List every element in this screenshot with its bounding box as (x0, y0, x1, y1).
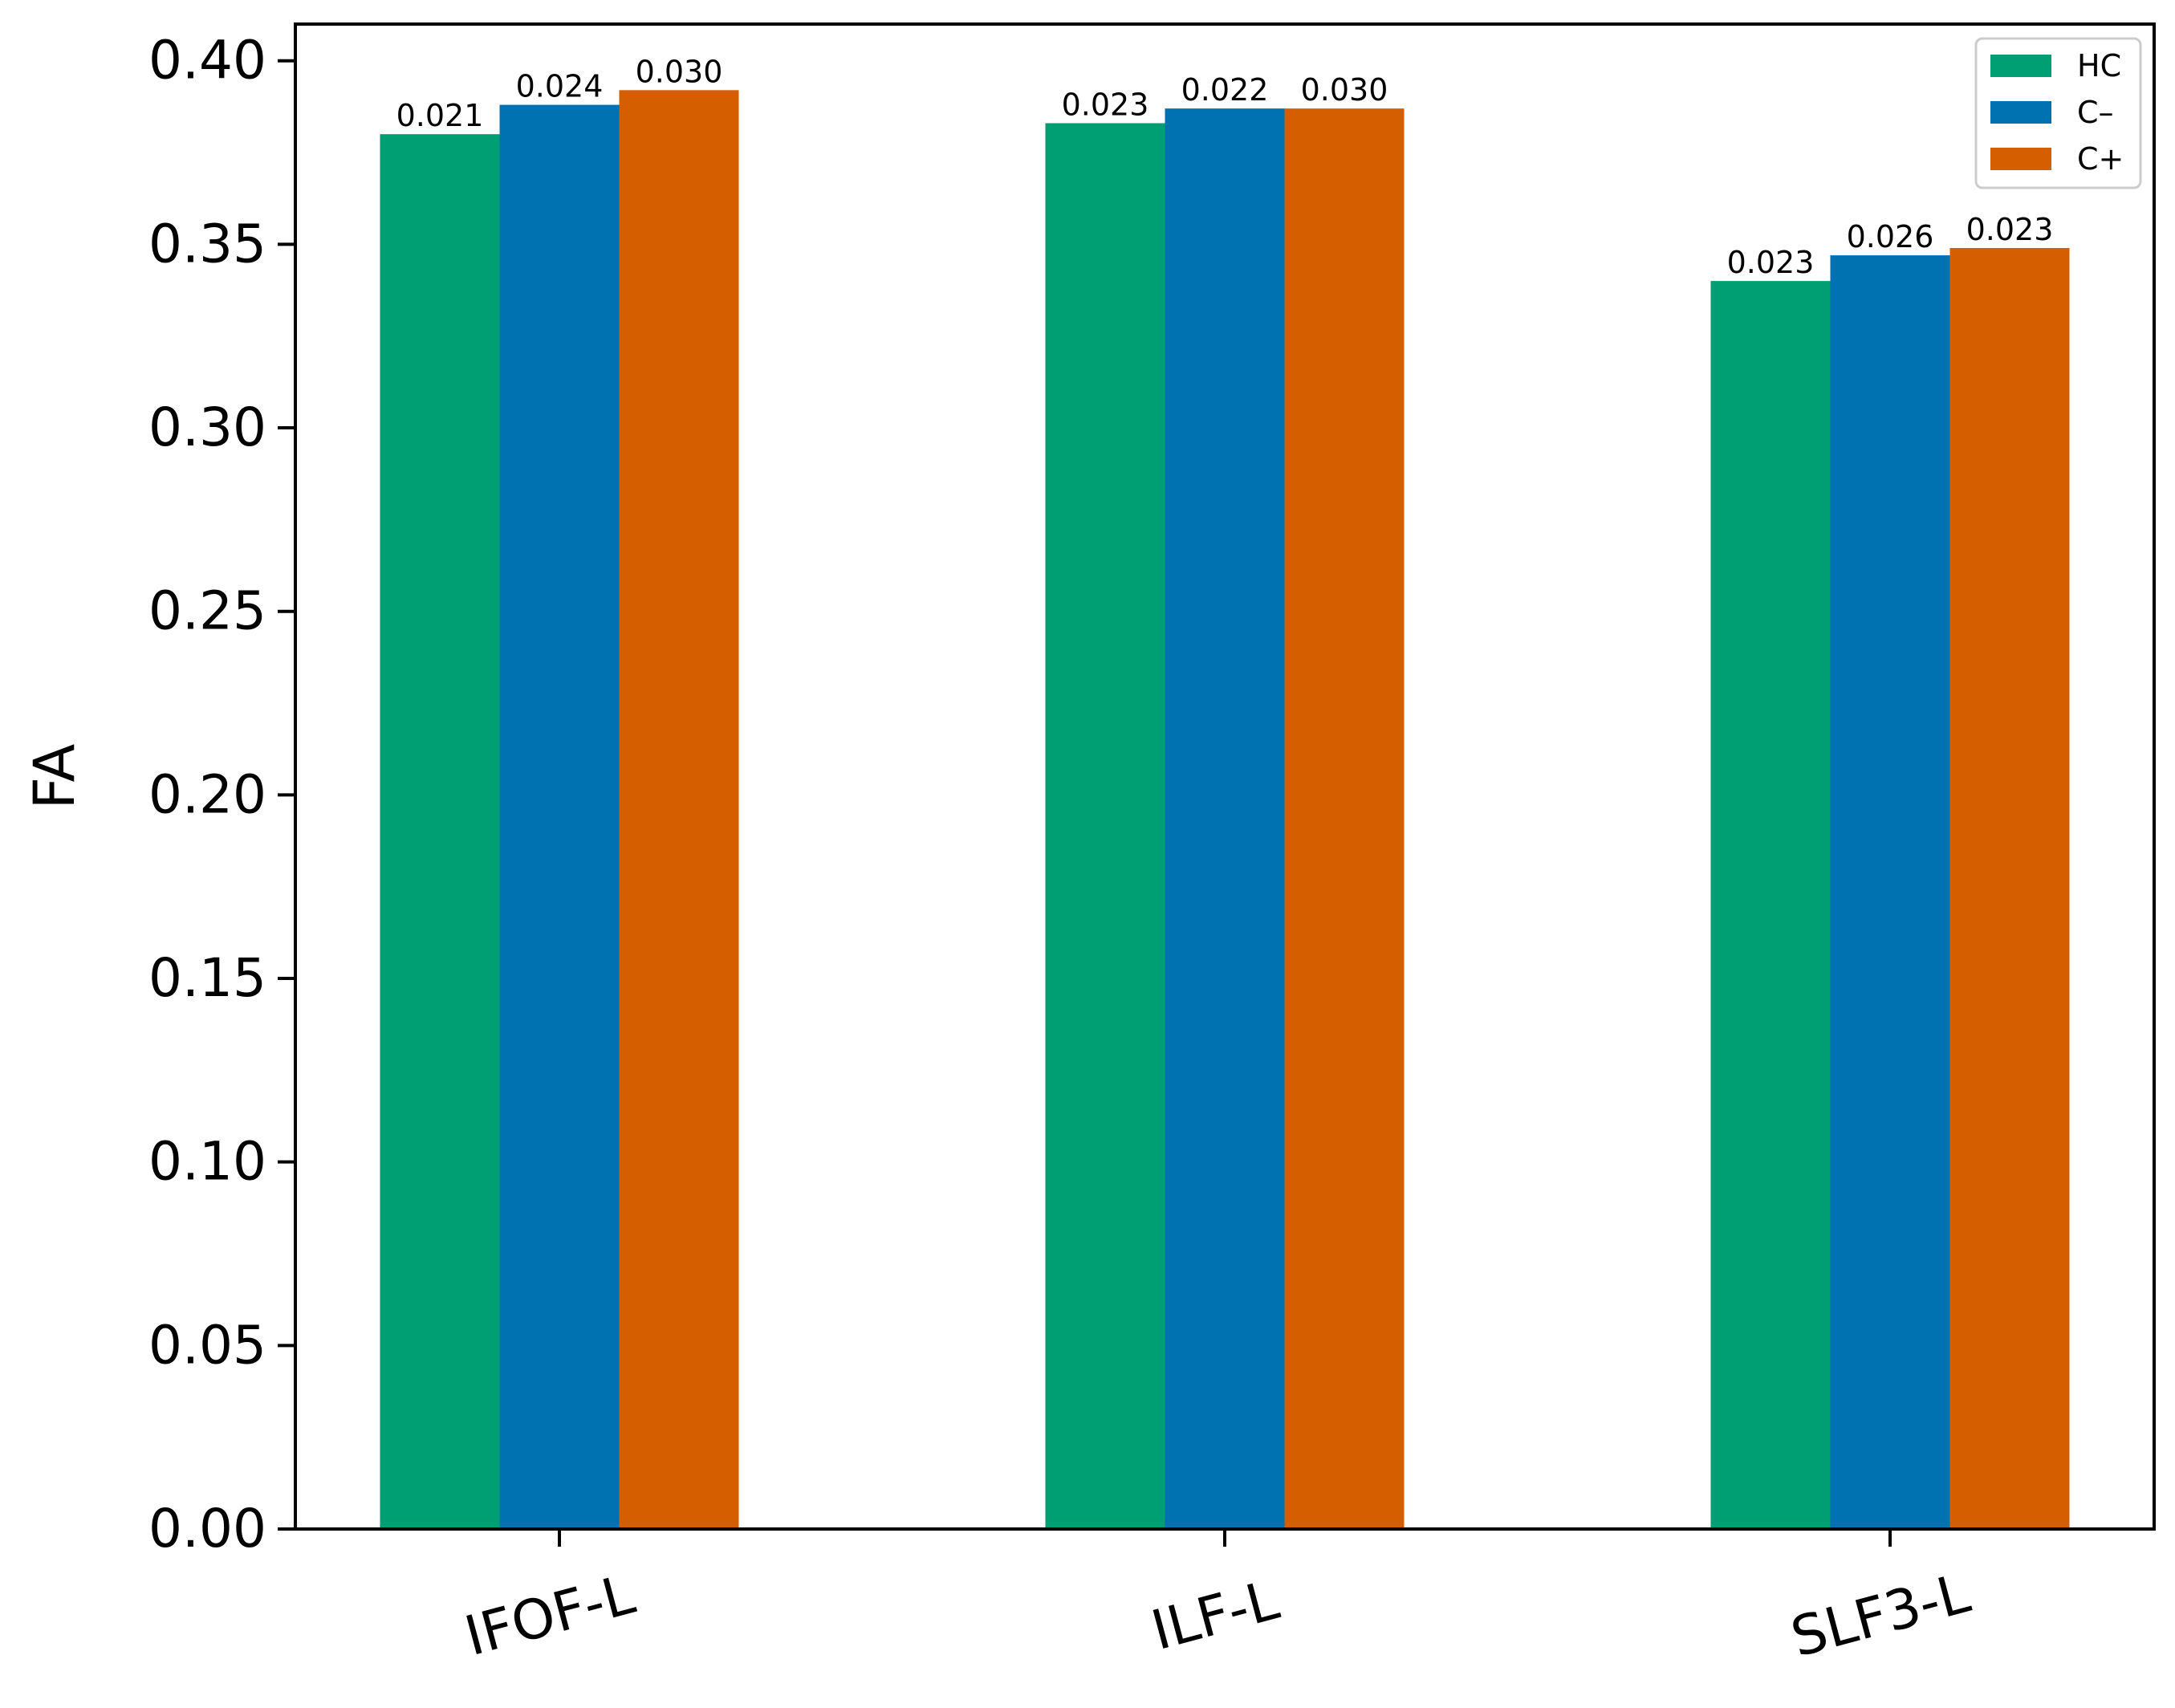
bar-slf3-l-series-1 (1830, 255, 1950, 1529)
plot-area: 0.021 0.023 0.023 0.024 0.022 0.026 0.030 0.030… (148, 22, 2156, 1670)
y-tick-label: 0.35 (148, 213, 266, 274)
legend-label-series-1: C– (2077, 95, 2114, 130)
bar-slf3-l-series-2 (1949, 247, 2070, 1530)
y-tick-label: 0.40 (148, 30, 266, 92)
data-label-ilf-l-series-1: 0.022 (1181, 72, 1269, 108)
legend: HC C– C+ (1974, 37, 2142, 189)
y-tick-label: 0.30 (148, 396, 266, 458)
legend-swatch-series-2 (1990, 148, 2051, 170)
data-label-ilf-l-series-2: 0.030 (1301, 72, 1388, 108)
y-axis-label: FA (22, 744, 87, 810)
data-label-ifof-l-series-0: 0.021 (396, 98, 484, 133)
bar-ilf-l-series-2 (1284, 108, 1405, 1530)
y-tick-label: 0.25 (148, 580, 266, 642)
data-label-ifof-l-series-2: 0.030 (636, 54, 723, 89)
bar-ifof-l-series-1 (499, 104, 620, 1530)
data-label-slf3-l-series-0: 0.023 (1727, 245, 1815, 280)
bar-ifof-l-series-2 (619, 90, 739, 1530)
bar-ilf-l-series-1 (1165, 108, 1285, 1530)
y-tick-label: 0.15 (148, 947, 266, 1009)
bar-ifof-l-series-0 (380, 134, 500, 1530)
y-tick-label: 0.10 (148, 1131, 266, 1193)
legend-label-series-2: C+ (2077, 141, 2124, 177)
legend-label-series-0: HC (2077, 48, 2121, 83)
legend-swatch-series-0 (1990, 55, 2051, 77)
bar-ilf-l-series-0 (1045, 123, 1165, 1530)
data-label-slf3-l-series-2: 0.023 (1966, 212, 2054, 247)
bar-slf3-l-series-0 (1710, 281, 1831, 1529)
x-tick-label: SLF3-L (1785, 1562, 1977, 1670)
data-label-ifof-l-series-1: 0.024 (516, 69, 604, 104)
y-tick-label: 0.05 (148, 1314, 266, 1376)
data-label-ilf-l-series-0: 0.023 (1062, 87, 1149, 122)
y-tick-label: 0.00 (148, 1498, 266, 1560)
y-tick-label: 0.20 (148, 763, 266, 825)
legend-swatch-series-1 (1990, 101, 2051, 124)
x-tick-label: ILF-L (1145, 1568, 1286, 1663)
data-label-slf3-l-series-1: 0.026 (1847, 219, 1934, 254)
x-tick-label: IFOF-L (458, 1563, 640, 1669)
